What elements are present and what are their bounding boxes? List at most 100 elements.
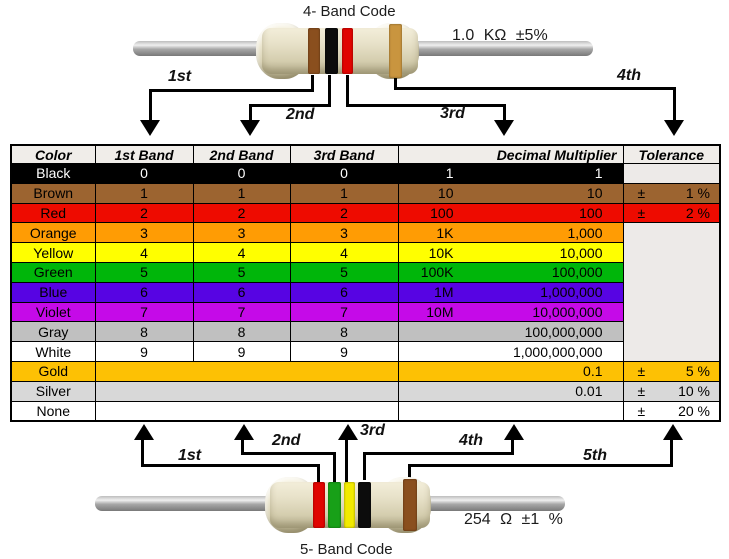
- arrow-segment: [346, 104, 506, 107]
- color-cell-white: White: [10, 341, 96, 362]
- band2-cell-blue: 6: [192, 281, 291, 303]
- arrowhead: [663, 424, 683, 440]
- tolerance-cell-none: ±20 %: [622, 400, 721, 422]
- arrow-segment: [363, 452, 514, 455]
- multiplier-cell-brown: 10 10: [397, 182, 624, 204]
- arrow-segment: [408, 464, 673, 467]
- arrow-segment: [141, 438, 144, 467]
- arrow-label-2nd: 2nd: [286, 106, 315, 123]
- arrow-label-3rd: 3rd: [360, 422, 385, 439]
- arrow-label-1st: 1st: [168, 68, 192, 85]
- tolerance-cell-red: ±2 %: [622, 202, 721, 224]
- color-cell-gold: Gold: [10, 360, 96, 382]
- arrow-segment: [394, 87, 676, 90]
- header-color: Color: [10, 144, 96, 164]
- band1-cell-green: 5: [94, 261, 194, 283]
- multiplier-cell-none: [397, 400, 624, 422]
- band3-cell-brown: 1: [289, 182, 399, 204]
- arrow-segment: [249, 104, 331, 107]
- band3-cell-gray: 8: [289, 321, 399, 343]
- band2-cell-green: 5: [192, 261, 291, 283]
- band-yellow: [344, 482, 355, 528]
- arrow-segment: [670, 438, 673, 467]
- arrow-label-2nd: 2nd: [272, 432, 301, 449]
- tolerance-cell-silver: ±10 %: [622, 380, 721, 402]
- header-2nd-band: 2nd Band: [192, 144, 291, 164]
- multiplier-cell-gold: 0.1: [397, 360, 624, 382]
- arrow-label-1st: 1st: [178, 447, 202, 464]
- four-band-section: 4- Band Code 1.0 KΩ ±5% 1st 2nd 3rd 4th: [0, 0, 729, 144]
- band-brown: [403, 479, 417, 531]
- arrow-segment: [311, 75, 314, 92]
- band2-cell-brown: 1: [192, 182, 291, 204]
- bands-merged-cell-gold: [94, 360, 399, 382]
- band3-cell-red: 2: [289, 202, 399, 224]
- arrowhead: [504, 424, 524, 440]
- arrowhead: [140, 120, 160, 136]
- tolerance-cell-black: [622, 163, 721, 184]
- band2-cell-orange: 3: [192, 222, 291, 244]
- color-cell-black: Black: [10, 163, 96, 184]
- color-code-table: Color 1st Band 2nd Band 3rd Band Decimal Mul…: [10, 144, 721, 423]
- multiplier-cell-blue: 1M 1,000,000: [397, 281, 624, 303]
- multiplier-cell-violet: 10M 10,000,000: [397, 301, 624, 323]
- multiplier-cell-orange: 1K 1,000: [397, 222, 624, 244]
- band1-cell-brown: 1: [94, 182, 194, 204]
- band2-cell-black: 0: [192, 163, 291, 184]
- color-cell-red: Red: [10, 202, 96, 224]
- arrow-label-4th: 4th: [459, 432, 483, 449]
- band-black: [358, 482, 371, 528]
- color-cell-brown: Brown: [10, 182, 96, 204]
- band-green: [328, 482, 341, 528]
- arrowhead: [240, 120, 260, 136]
- color-cell-silver: Silver: [10, 380, 96, 402]
- bands-merged-cell-none: [94, 400, 399, 422]
- tolerance-merged-cell-orange: [622, 222, 721, 362]
- multiplier-cell-gray: 100,000,000: [397, 321, 624, 343]
- band-red: [313, 482, 325, 528]
- multiplier-cell-yellow: 10K 10,000: [397, 242, 624, 263]
- tolerance-cell-brown: ±1 %: [622, 182, 721, 204]
- tolerance-cell-gold: ±5 %: [622, 360, 721, 382]
- four-band-title: 4- Band Code: [303, 3, 396, 20]
- four-band-value-label: 1.0 KΩ ±5%: [452, 27, 548, 44]
- arrowhead: [664, 120, 684, 136]
- band3-cell-black: 0: [289, 163, 399, 184]
- multiplier-cell-red: 100 100: [397, 202, 624, 224]
- band3-cell-violet: 7: [289, 301, 399, 323]
- multiplier-cell-silver: 0.01: [397, 380, 624, 402]
- five-band-title: 5- Band Code: [300, 541, 393, 558]
- arrow-segment: [673, 87, 676, 122]
- arrow-label-5th: 5th: [583, 447, 607, 464]
- arrow-segment: [408, 464, 411, 480]
- arrowhead: [338, 424, 358, 440]
- arrow-segment: [345, 438, 348, 484]
- color-cell-gray: Gray: [10, 321, 96, 343]
- color-cell-orange: Orange: [10, 222, 96, 244]
- arrow-segment: [241, 438, 244, 455]
- color-cell-blue: Blue: [10, 281, 96, 303]
- color-cell-violet: Violet: [10, 301, 96, 323]
- arrow-segment: [317, 464, 320, 484]
- band1-cell-yellow: 4: [94, 242, 194, 263]
- arrow-segment: [346, 75, 349, 107]
- band1-cell-blue: 6: [94, 281, 194, 303]
- arrow-segment: [363, 452, 366, 480]
- band3-cell-blue: 6: [289, 281, 399, 303]
- band-black: [325, 28, 338, 74]
- arrowhead: [234, 424, 254, 440]
- arrowhead: [134, 424, 154, 440]
- arrow-segment: [249, 104, 252, 122]
- color-cell-green: Green: [10, 261, 96, 283]
- band1-cell-gray: 8: [94, 321, 194, 343]
- band3-cell-green: 5: [289, 261, 399, 283]
- band2-cell-yellow: 4: [192, 242, 291, 263]
- color-cell-yellow: Yellow: [10, 242, 96, 263]
- band-gold: [389, 24, 402, 78]
- band3-cell-orange: 3: [289, 222, 399, 244]
- arrow-segment: [511, 438, 514, 455]
- band3-cell-yellow: 4: [289, 242, 399, 263]
- five-band-value-label: 254 Ω ±1 %: [464, 511, 563, 528]
